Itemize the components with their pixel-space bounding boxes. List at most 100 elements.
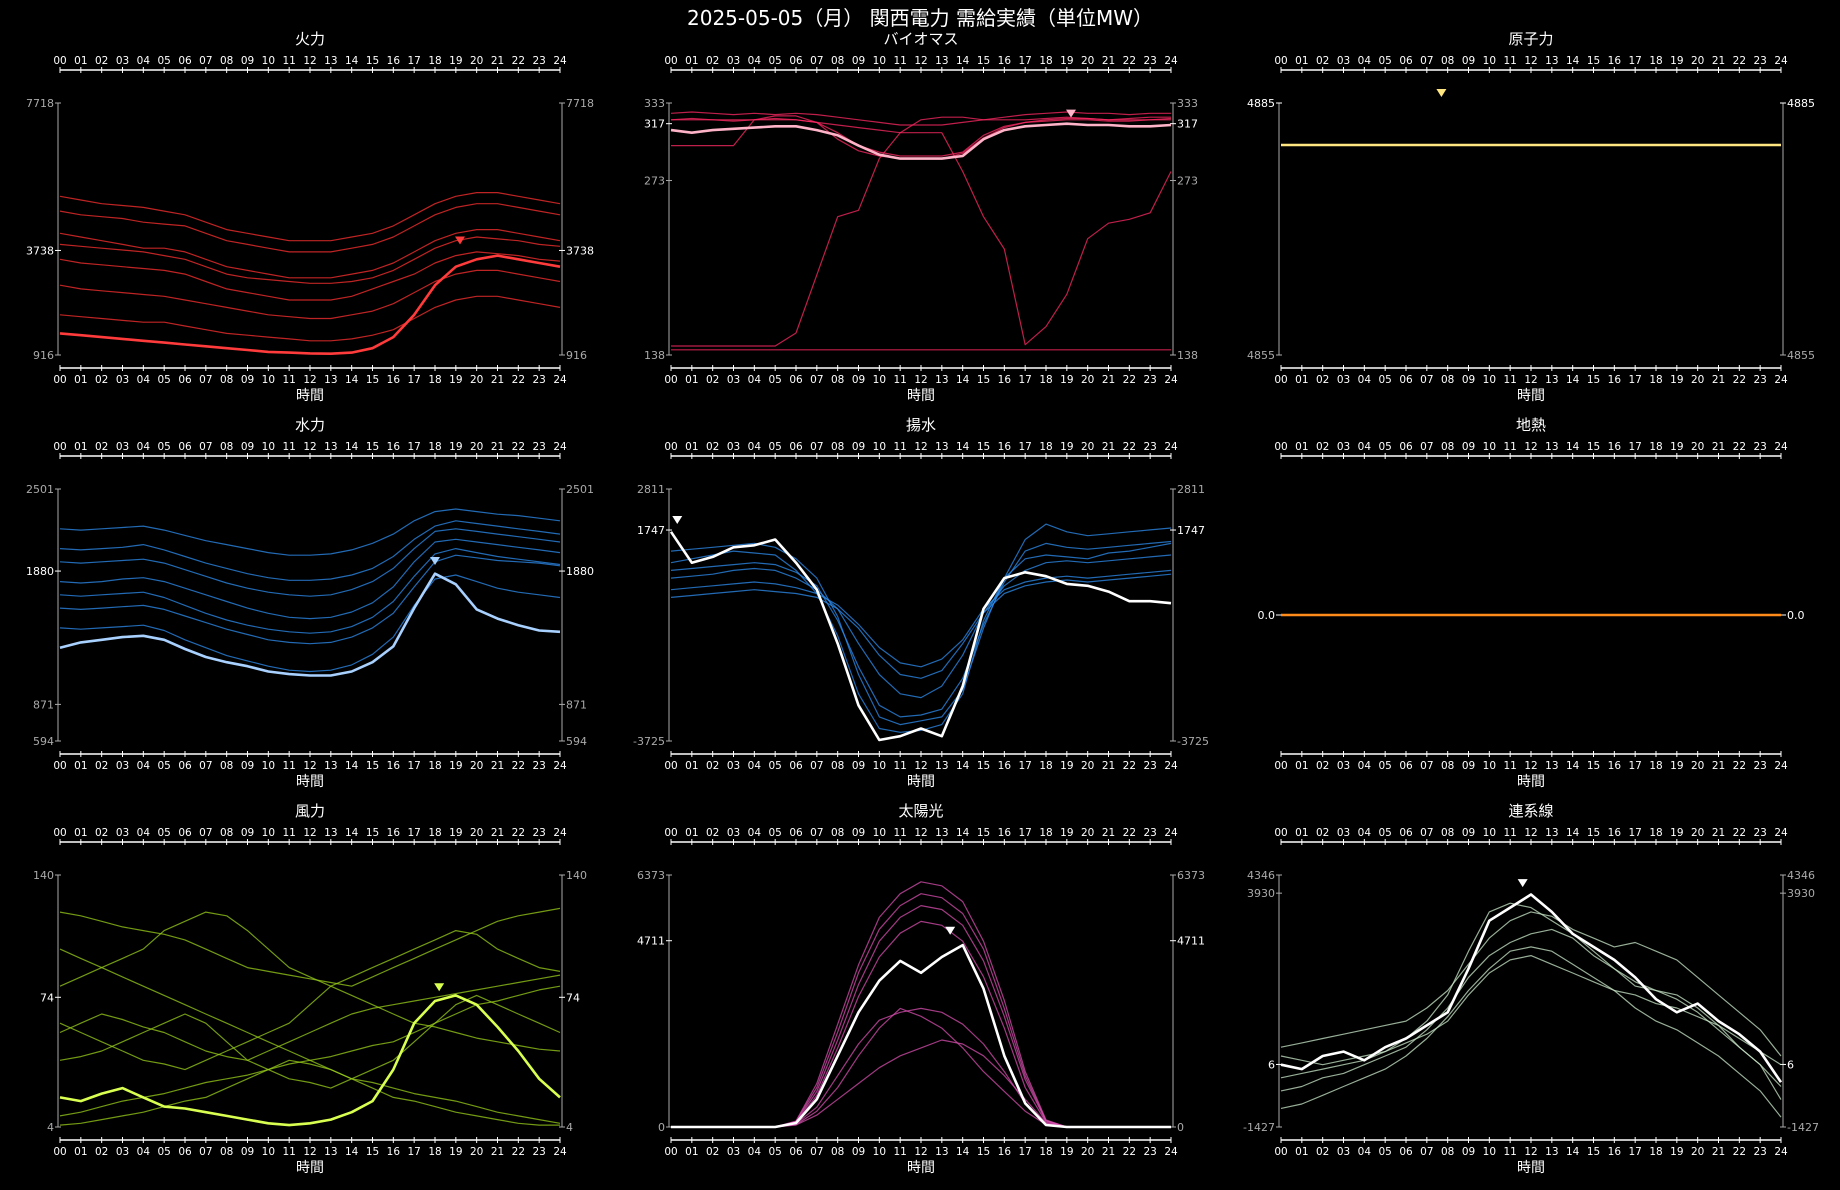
- panel-4: 水力 00 00 01 01 02 02 03 03 04 04 05 05 06 06 07 07 08 08 09…: [26, 416, 594, 790]
- bottom-hour-label: 13: [935, 374, 948, 386]
- top-hour-label: 00: [53, 441, 66, 453]
- top-hour-label: 23: [532, 441, 545, 453]
- bottom-hour-label: 14: [345, 374, 359, 386]
- bottom-hour-label: 04: [1358, 374, 1372, 386]
- top-hour-label: 06: [178, 441, 192, 453]
- panel-title: 水力: [295, 416, 325, 434]
- top-hour-label: 19: [1670, 55, 1683, 67]
- bottom-hour-label: 05: [768, 374, 781, 386]
- top-hour-label: 10: [873, 55, 886, 67]
- left-tick-label: 871: [33, 698, 54, 711]
- marker-triangle: [945, 926, 956, 935]
- bottom-hour-label: 14: [956, 374, 970, 386]
- series-line: [59, 236, 561, 284]
- page-title: 2025-05-05（月） 関西電力 需給実績（単位MW）: [687, 6, 1153, 30]
- top-hour-label: 18: [428, 827, 441, 839]
- bottom-hour-label: 13: [1545, 374, 1558, 386]
- bottom-hour-label: 08: [831, 1146, 844, 1158]
- left-tick-label: 6373: [637, 869, 665, 882]
- top-hour-label: 14: [956, 441, 970, 453]
- right-tick-label: 1747: [1177, 524, 1205, 537]
- top-hour-label: 02: [1316, 55, 1329, 67]
- bottom-hour-label: 04: [748, 1146, 762, 1158]
- top-hour-label: 24: [1164, 441, 1178, 453]
- top-hour-label: 18: [1649, 827, 1662, 839]
- bottom-hour-label: 21: [1102, 1146, 1115, 1158]
- left-tick-label: 3738: [26, 244, 54, 257]
- series-line: [671, 881, 1171, 1128]
- bottom-hour-label: 18: [1039, 374, 1052, 386]
- top-hour-label: 05: [157, 441, 170, 453]
- bottom-hour-label: 07: [810, 374, 823, 386]
- bottom-hour-label: 11: [1503, 1146, 1516, 1158]
- right-tick-label: 140: [566, 869, 587, 882]
- bottom-hour-label: 24: [1164, 374, 1178, 386]
- right-tick-label: 138: [1177, 349, 1198, 362]
- top-hour-label: 14: [956, 55, 970, 67]
- top-hour-label: 12: [1524, 441, 1537, 453]
- top-hour-label: 21: [1712, 55, 1725, 67]
- top-hour-label: 13: [1545, 55, 1558, 67]
- top-hour-label: 10: [262, 827, 275, 839]
- top-hour-label: 07: [810, 827, 823, 839]
- top-hour-label: 16: [387, 441, 401, 453]
- bottom-hour-label: 15: [366, 1146, 379, 1158]
- bottom-hour-label: 23: [532, 760, 545, 772]
- top-hour-label: 06: [1399, 55, 1413, 67]
- bottom-hour-label: 06: [789, 1146, 803, 1158]
- series-line: [59, 269, 561, 320]
- bottom-hour-label: 09: [1462, 760, 1475, 772]
- bottom-hour-label: 10: [873, 760, 886, 772]
- bottom-hour-label: 24: [1164, 760, 1178, 772]
- series-line: [671, 893, 1171, 1128]
- top-hour-label: 04: [137, 441, 151, 453]
- bottom-hour-label: 19: [449, 374, 462, 386]
- bottom-hour-label: 23: [1143, 1146, 1156, 1158]
- top-hour-label: 22: [1733, 827, 1746, 839]
- top-hour-label: 19: [1060, 55, 1073, 67]
- top-hour-label: 11: [1503, 827, 1516, 839]
- bottom-hour-label: 01: [685, 1146, 698, 1158]
- right-tick-label: 4346: [1787, 869, 1815, 882]
- bottom-hour-label: 20: [470, 374, 483, 386]
- series-line: [671, 116, 1171, 347]
- bottom-hour-label: 15: [977, 374, 990, 386]
- top-hour-label: 14: [1566, 827, 1580, 839]
- top-hour-label: 20: [470, 827, 483, 839]
- highlight-series-line: [59, 572, 561, 677]
- top-hour-label: 06: [178, 55, 192, 67]
- marker-triangle: [430, 557, 440, 566]
- top-hour-label: 17: [407, 827, 420, 839]
- series-line: [671, 1007, 1171, 1128]
- left-tick-label: 74: [40, 991, 54, 1004]
- top-hour-label: 12: [914, 55, 927, 67]
- bottom-hour-label: 08: [831, 374, 844, 386]
- bottom-hour-label: 02: [1316, 1146, 1329, 1158]
- bottom-hour-label: 21: [491, 1146, 504, 1158]
- series-line: [59, 554, 561, 645]
- series-line: [1280, 902, 1782, 1087]
- bottom-hour-label: 05: [157, 374, 170, 386]
- top-hour-label: 01: [685, 55, 698, 67]
- top-hour-label: 04: [748, 827, 762, 839]
- bottom-hour-label: 15: [366, 374, 379, 386]
- left-tick-label: 4885: [1247, 97, 1275, 110]
- bottom-hour-label: 17: [1018, 760, 1031, 772]
- bottom-hour-label: 15: [977, 760, 990, 772]
- bottom-hour-label: 03: [1337, 760, 1350, 772]
- bottom-hour-label: 13: [324, 760, 337, 772]
- top-hour-label: 23: [1753, 55, 1766, 67]
- top-hour-label: 17: [407, 55, 420, 67]
- top-hour-label: 21: [1102, 441, 1115, 453]
- top-hour-label: 07: [199, 55, 212, 67]
- series-line: [670, 554, 1172, 699]
- bottom-hour-label: 01: [1295, 760, 1308, 772]
- bottom-hour-label: 04: [748, 760, 762, 772]
- top-hour-label: 18: [1039, 441, 1052, 453]
- top-hour-label: 10: [873, 441, 886, 453]
- top-hour-label: 04: [1358, 827, 1372, 839]
- highlight-series-line: [669, 531, 1172, 742]
- series-line: [671, 1007, 1171, 1128]
- bottom-hour-label: 05: [157, 1146, 170, 1158]
- top-hour-label: 03: [727, 55, 740, 67]
